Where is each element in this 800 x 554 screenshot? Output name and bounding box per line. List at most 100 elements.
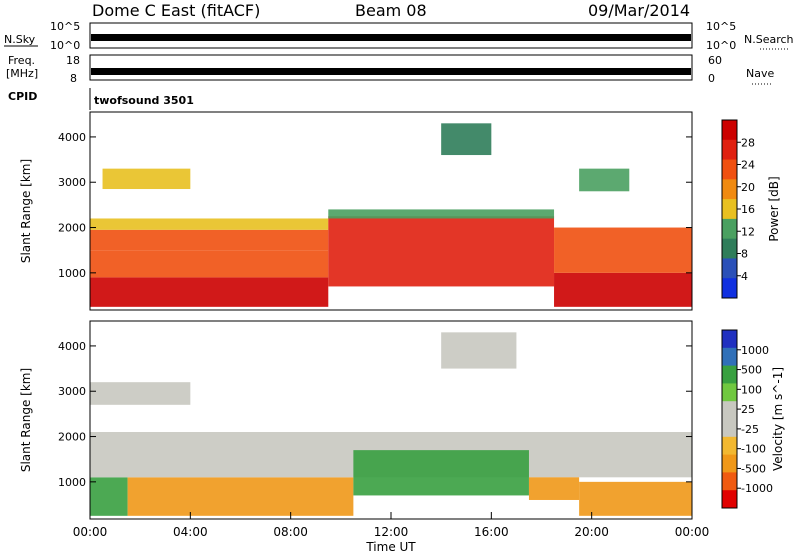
velocity-colorbar-tick-label-1: 500 <box>741 364 762 377</box>
freq-tick-left-bottom: 8 <box>70 72 77 85</box>
velocity-colorbar-cell-4 <box>722 401 737 420</box>
power-regions <box>90 123 692 307</box>
power-ytick-label-0: 1000 <box>58 267 86 280</box>
velocity-colorbar-tick-label-7: -1000 <box>741 482 773 495</box>
velocity-colorbar-label: Velocity [m s^-1] <box>771 367 785 471</box>
power-region-0 <box>90 277 329 307</box>
velocity-region-1 <box>127 477 354 516</box>
velocity-ytick-label-0: 1000 <box>58 476 86 489</box>
velocity-colorbar-cell-9 <box>722 490 737 509</box>
power-colorbar-cells <box>722 120 737 299</box>
power-colorbar-cell-8 <box>722 278 737 299</box>
freq-left-label-2: [MHz] <box>6 67 38 80</box>
power-ytick-label-3: 4000 <box>58 131 86 144</box>
power-colorbar-tick-label-0: 28 <box>741 136 755 149</box>
velocity-colorbar-tick-label-5: -100 <box>741 443 766 456</box>
velocity-colorbar-tick-label-4: -25 <box>741 423 759 436</box>
power-colorbar-cell-3 <box>722 179 737 200</box>
power-colorbar-tick-label-2: 20 <box>741 181 755 194</box>
velocity-ytick-label-3: 4000 <box>58 340 86 353</box>
station-title: Dome C East (fitACF) <box>92 1 260 20</box>
velocity-regions <box>90 332 692 516</box>
power-region-7 <box>554 227 692 273</box>
velocity-y-label: Slant Range [km] <box>19 368 33 472</box>
power-colorbar-tick-label-4: 12 <box>741 225 755 238</box>
power-colorbar-tick-label-1: 24 <box>741 159 755 172</box>
velocity-colorbar-cell-2 <box>722 365 737 384</box>
power-panel-frame <box>89 111 693 311</box>
noise-sky-trace <box>91 34 691 41</box>
velocity-colorbar-ticks: 1000 500 100 25 -25 -100 -500 -1000 <box>737 344 773 495</box>
noise-tick-right-bottom: 10^0 <box>706 39 736 52</box>
cpid-label: CPID <box>8 90 37 103</box>
power-region-3 <box>90 218 329 230</box>
velocity-colorbar-label-text: Velocity [m s^-1] <box>771 367 785 471</box>
velocity-xtick-label-0: 00:00 <box>73 525 108 539</box>
velocity-colorbar: 1000 500 100 25 -25 -100 -500 -1000 Velocity [m… <box>721 329 785 509</box>
velocity-colorbar-tick-label-0: 1000 <box>741 344 769 357</box>
velocity-ytick-label-2: 3000 <box>58 385 86 398</box>
freq-left-label-1: Freq. <box>8 54 35 67</box>
velocity-region-7 <box>441 332 517 369</box>
power-colorbar-tick-label-3: 16 <box>741 203 755 216</box>
velocity-colorbar-cell-0 <box>722 330 737 349</box>
velocity-region-3 <box>353 450 529 496</box>
noise-left-label: N.Sky <box>4 33 36 46</box>
power-colorbar-ticks: 28 24 20 16 12 8 4 <box>737 136 755 283</box>
nave-tick-top: 60 <box>708 54 722 67</box>
velocity-colorbar-tick-label-3: 25 <box>741 403 755 416</box>
freq-panel-frame <box>89 54 693 81</box>
velocity-y-ticks: 1000 2000 3000 4000 <box>58 340 692 489</box>
power-region-4 <box>328 216 555 287</box>
velocity-colorbar-cells <box>722 330 737 509</box>
power-region-8 <box>102 168 191 190</box>
velocity-colorbar-tick-label-2: 100 <box>741 383 762 396</box>
power-colorbar: 28 24 20 16 12 8 4 Power [dB] <box>721 119 781 299</box>
velocity-xtick-label-6: 00:00 <box>675 525 710 539</box>
velocity-colorbar-cell-7 <box>722 454 737 473</box>
date-title: 09/Mar/2014 <box>588 1 690 20</box>
power-colorbar-tick-label-6: 4 <box>741 270 748 283</box>
velocity-colorbar-cell-8 <box>722 472 737 491</box>
noise-tick-right-top: 10^5 <box>706 20 736 33</box>
velocity-colorbar-cell-3 <box>722 383 737 402</box>
velocity-xtick-label-2: 08:00 <box>273 525 308 539</box>
power-colorbar-cell-5 <box>722 218 737 240</box>
velocity-colorbar-cell-1 <box>722 347 737 367</box>
power-y-ticks: 1000 2000 3000 4000 <box>58 131 692 280</box>
power-colorbar-cell-6 <box>722 238 737 259</box>
power-colorbar-cell-4 <box>722 199 737 220</box>
velocity-colorbar-frame <box>721 329 738 509</box>
velocity-xtick-label-1: 04:00 <box>173 525 208 539</box>
nave-label: Nave <box>746 67 774 80</box>
power-ytick-label-2: 3000 <box>58 176 86 189</box>
noise-tick-left-top: 10^5 <box>50 20 80 33</box>
power-region-9 <box>441 123 492 156</box>
beam-title: Beam 08 <box>355 1 427 20</box>
velocity-colorbar-cell-6 <box>722 436 737 456</box>
noise-tick-left-bottom: 10^0 <box>50 39 80 52</box>
power-colorbar-cell-1 <box>722 139 737 161</box>
power-panel: 1000 2000 3000 4000 Slant Range [km] <box>19 111 693 311</box>
power-colorbar-cell-7 <box>722 258 737 279</box>
noise-panel-frame <box>89 22 693 49</box>
power-region-5 <box>328 209 555 219</box>
freq-panel: Freq. [MHz] Nave 18 8 60 0 <box>6 54 774 85</box>
velocity-xtick-label-3: 12:00 <box>374 525 409 539</box>
power-colorbar-tick-label-5: 8 <box>741 248 748 261</box>
velocity-ytick-label-1: 2000 <box>58 431 86 444</box>
cpid-value: twofsound 3501 <box>94 94 194 107</box>
velocity-region-5 <box>579 481 692 516</box>
freq-tick-left-top: 18 <box>66 54 80 67</box>
power-y-label: Slant Range [km] <box>19 159 33 263</box>
freq-trace <box>91 68 691 75</box>
noise-right-label: N.Search <box>744 33 794 46</box>
power-colorbar-cell-0 <box>722 120 737 141</box>
velocity-region-4 <box>528 477 580 500</box>
power-region-1 <box>90 250 329 278</box>
power-region-6 <box>554 272 692 307</box>
velocity-xtick-label-5: 20:00 <box>574 525 609 539</box>
noise-panel: N.Sky N.Search 10^5 10^0 10^5 10^0 <box>4 20 794 52</box>
power-colorbar-label: Power [dB] <box>767 176 781 241</box>
